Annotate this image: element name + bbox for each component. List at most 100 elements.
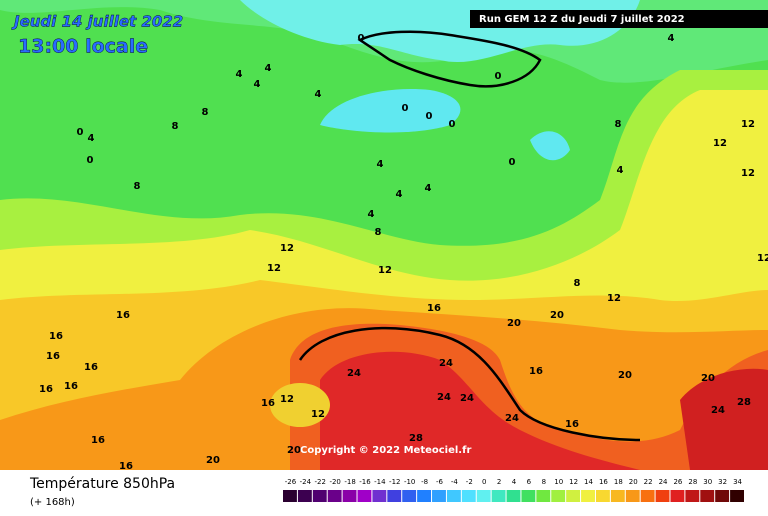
colorbar-label: -14 [374, 478, 386, 486]
colorbar-label: 8 [542, 478, 546, 486]
contour-label: 28 [409, 433, 423, 444]
colorbar-label: -16 [359, 478, 371, 486]
contour-label: 0 [509, 157, 516, 168]
contour-label: 0 [495, 71, 502, 82]
contour-label: 20 [701, 373, 715, 384]
colorbar-label: 14 [584, 478, 593, 486]
colorbar-label: 34 [733, 478, 742, 486]
colorbar-label: -10 [404, 478, 415, 486]
footer-title: Température 850hPa [29, 476, 175, 492]
contour-label: 16 [427, 303, 441, 314]
colorbar-label: 20 [629, 478, 638, 486]
contour-label: 24 [711, 405, 725, 416]
contour-label: 20 [507, 318, 521, 329]
contour-label: 20 [206, 455, 220, 466]
color-swatch [670, 490, 685, 502]
colorbar-label: -24 [300, 478, 312, 486]
color-swatch [461, 490, 476, 502]
map-region [270, 383, 330, 427]
color-swatch [640, 490, 655, 502]
contour-label: 16 [119, 461, 133, 472]
contour-label: 4 [377, 159, 384, 170]
color-swatch [446, 490, 461, 502]
contour-label: 12 [757, 253, 768, 264]
contour-label: 16 [116, 310, 130, 321]
color-swatch [655, 490, 670, 502]
contour-label: 0 [87, 155, 94, 166]
contour-label: 20 [618, 370, 632, 381]
contour-label: 8 [134, 181, 141, 192]
colorbar-label: 12 [569, 478, 578, 486]
contour-label: 0 [402, 103, 409, 114]
copyright: Copyright © 2022 Meteociel.fr [300, 445, 471, 456]
colorbar-label: 28 [688, 478, 697, 486]
colorbar-label: 0 [482, 478, 486, 486]
isotherm [298, 326, 641, 442]
contour-label: 12 [280, 243, 294, 254]
contour-label: 16 [529, 366, 543, 377]
run-info: Run GEM 12 Z du Jeudi 7 juillet 2022 [479, 14, 685, 25]
contour-label: 16 [84, 362, 98, 373]
contour-label: 16 [49, 331, 63, 342]
contour-label: 4 [254, 79, 261, 90]
colorbar-label: -26 [285, 478, 297, 486]
contour-label: 8 [375, 227, 382, 238]
colorbar-label: 4 [512, 478, 517, 486]
color-swatch [372, 490, 387, 502]
contour-label: 12 [267, 263, 281, 274]
color-swatch [342, 490, 357, 502]
contour-label: 16 [39, 384, 53, 395]
contour-label: 4 [617, 165, 624, 176]
color-swatch [387, 490, 402, 502]
colorbar-label: 24 [659, 478, 668, 486]
contour-label: 24 [347, 368, 361, 379]
colorbar-label: 10 [554, 478, 563, 486]
contour-label: 4 [368, 209, 375, 220]
color-swatch [595, 490, 610, 502]
contour-label: 8 [172, 121, 179, 132]
map-region [680, 368, 768, 470]
contour-label: 12 [311, 409, 325, 420]
colorbar-label: 16 [599, 478, 608, 486]
contour-label: 0 [426, 111, 433, 122]
color-swatch [700, 490, 715, 502]
color-swatch [402, 490, 417, 502]
color-swatch [715, 490, 730, 502]
contour-label: 16 [565, 419, 579, 430]
contour-label: 4 [236, 69, 243, 80]
contour-label: 20 [550, 310, 564, 321]
contour-label: 12 [378, 265, 392, 276]
contour-label: 24 [437, 392, 451, 403]
color-swatch [610, 490, 625, 502]
color-swatch [685, 490, 700, 502]
contour-label: 4 [668, 33, 675, 44]
isotherm [357, 30, 542, 88]
run-box [470, 10, 768, 28]
contour-label: 16 [64, 381, 78, 392]
colorbar-label: 32 [718, 478, 727, 486]
contour-label: 4 [396, 189, 403, 200]
color-swatch [536, 490, 551, 502]
colorbar-label: -12 [389, 478, 400, 486]
contour-label: 0 [77, 127, 84, 138]
colorbar-label: -18 [344, 478, 355, 486]
colorbar-label: 6 [527, 478, 532, 486]
color-swatch [625, 490, 640, 502]
contour-label: 20 [287, 445, 301, 456]
contour-label: 0 [358, 33, 365, 44]
map-region [320, 351, 640, 470]
contour-label: 4 [425, 183, 432, 194]
colorbar-label: 22 [644, 478, 653, 486]
colorbar-label: 26 [673, 478, 682, 486]
contour-label: 4 [315, 89, 322, 100]
color-swatch [312, 490, 327, 502]
contour-label: 12 [607, 293, 621, 304]
colorbar-label: -22 [315, 478, 326, 486]
color-swatch [566, 490, 581, 502]
contour-label: 28 [737, 397, 751, 408]
color-swatch [730, 490, 744, 502]
color-swatch [283, 490, 297, 502]
contour-label: 12 [741, 119, 755, 130]
